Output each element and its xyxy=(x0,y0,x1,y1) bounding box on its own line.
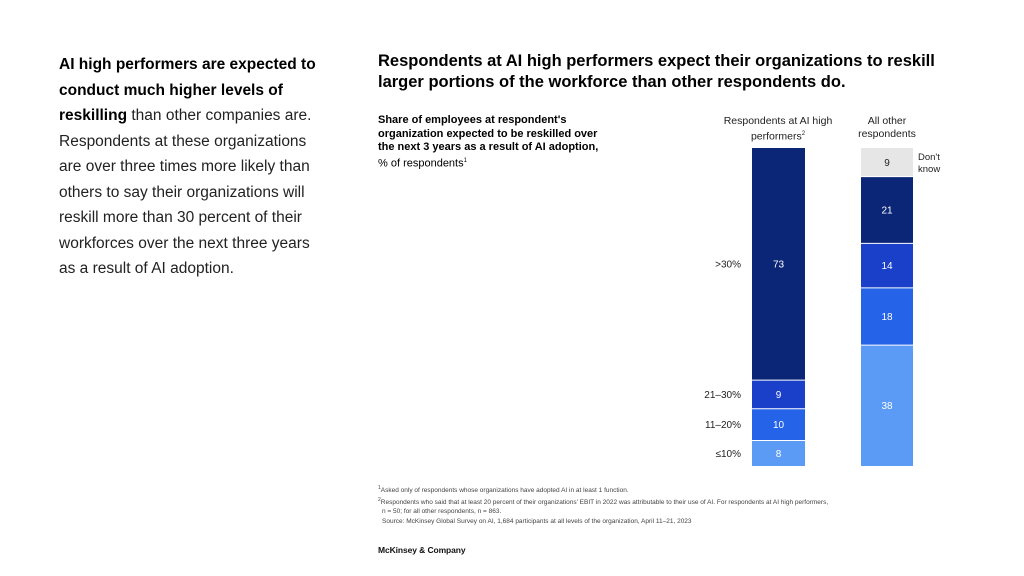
source-note: Source: McKinsey Global Survey on AI, 1,… xyxy=(378,517,978,527)
footnote-2-text: Respondents who said that at least 20 pe… xyxy=(381,499,828,506)
data-label: 14 xyxy=(881,261,893,272)
category-label: >30% xyxy=(715,260,741,271)
brand-logo-text: McKinsey & Company xyxy=(378,545,465,555)
data-label: 73 xyxy=(773,260,785,271)
data-label: 10 xyxy=(773,420,785,431)
footnote-2-continued: n = 50; for all other respondents, n = 8… xyxy=(378,507,978,517)
footnote-1-text: Asked only of respondents whose organiza… xyxy=(381,487,629,494)
data-label: 21 xyxy=(881,206,893,217)
dont-know-label: Don't xyxy=(918,152,940,163)
category-label: 11–20% xyxy=(705,420,741,431)
footnote-2: 2Respondents who said that at least 20 p… xyxy=(378,496,978,508)
footnote-1: 1Asked only of respondents whose organiz… xyxy=(378,484,978,496)
data-label: 9 xyxy=(776,390,782,401)
data-label: 9 xyxy=(884,158,890,169)
footnotes: 1Asked only of respondents whose organiz… xyxy=(378,484,978,526)
category-label: 21–30% xyxy=(704,390,741,401)
data-label: 38 xyxy=(881,401,893,412)
dont-know-label: know xyxy=(918,164,940,175)
data-label: 8 xyxy=(776,449,782,460)
category-label: ≤10% xyxy=(715,449,741,460)
data-label: 18 xyxy=(881,312,893,323)
